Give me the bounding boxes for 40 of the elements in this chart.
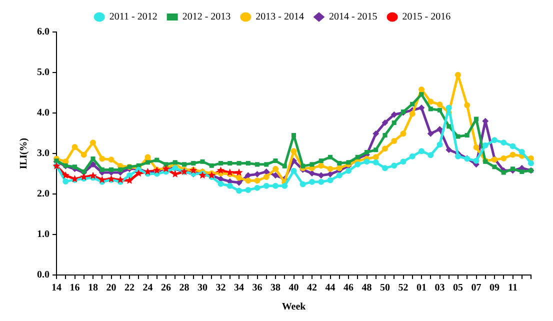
x-tick-label: 20 [106,282,116,294]
x-tick-label: 52 [398,282,408,294]
x-tick-label: 14 [52,282,62,294]
x-axis-title: Week [282,302,306,313]
legend-label: 2015 - 2016 [402,12,451,23]
legend-label: 2012 - 2013 [182,12,231,23]
y-tick-label: 3.0 [37,148,50,160]
x-tick-label: 16 [70,282,80,294]
x-tick-label: 32 [216,282,226,294]
x-tick-label: 40 [288,282,299,294]
x-tick-label: 42 [307,282,317,294]
y-tick-label: 6.0 [37,26,50,38]
x-tick-label: 28 [179,282,190,294]
y-tick-label: 2.0 [37,188,50,200]
y-tick-label: 1.0 [37,229,50,240]
x-tick-label: 46 [344,282,354,294]
x-tick-label: 30 [198,282,208,294]
x-tick-label: 09 [490,282,500,294]
legend-label: 2014 - 2015 [328,12,378,23]
x-tick-label: 11 [508,282,518,294]
x-tick-label: 03 [434,282,445,294]
y-axis-title: ILI(%) [18,138,30,170]
x-tick-label: 50 [380,282,390,294]
x-tick-label: 07 [471,282,482,294]
x-tick-label: 18 [88,282,98,294]
y-tick-label: 5.0 [37,67,50,78]
x-tick-label: 34 [234,282,244,294]
legend-label: 2011 - 2012 [109,12,158,23]
x-tick-label: 22 [124,282,134,294]
y-tick-label: 0.0 [37,270,50,281]
x-tick-label: 48 [362,282,372,294]
legend-label: 2013 - 2014 [256,12,304,23]
y-tick-label: 4.0 [37,108,50,119]
x-tick-label: 36 [252,282,262,294]
x-tick-label: 05 [453,282,463,294]
x-tick-label: 26 [161,282,171,294]
x-tick-label: 01 [416,282,426,294]
x-tick-label: 38 [270,282,280,294]
x-tick-label: 24 [142,282,153,294]
x-tick-label: 44 [325,282,336,294]
